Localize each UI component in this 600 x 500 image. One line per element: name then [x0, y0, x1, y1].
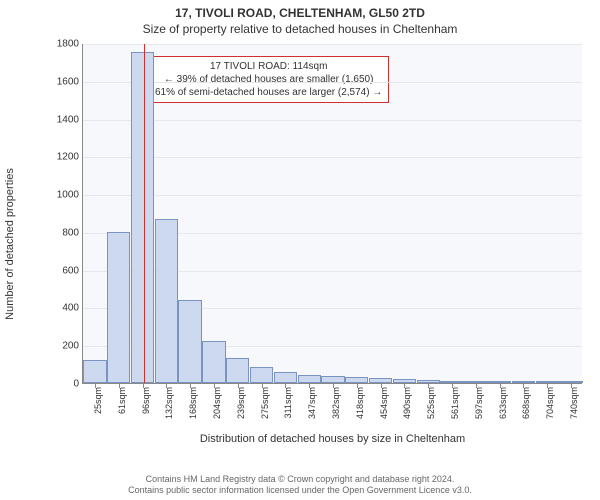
y-tick-label: 600: [62, 265, 79, 276]
x-tick-label: 25sqm: [93, 387, 103, 414]
x-tick-label: 311sqm: [283, 387, 293, 418]
y-tick-label: 1400: [57, 114, 79, 125]
annotation-line1: 17 TIVOLI ROAD: 114sqm: [155, 60, 382, 73]
x-tick-label: 168sqm: [188, 387, 198, 419]
y-tick-label: 1600: [57, 76, 79, 87]
x-tick-label: 597sqm: [474, 387, 484, 419]
x-tick-label: 525sqm: [426, 387, 436, 419]
x-tick-label: 204sqm: [212, 387, 222, 419]
histogram-bar: [107, 232, 130, 383]
histogram-bar: [274, 372, 297, 383]
gridline: [83, 44, 582, 45]
histogram-bar: [250, 367, 273, 383]
gridline: [83, 195, 582, 196]
y-tick-label: 200: [62, 341, 79, 352]
chart-title-subtitle: Size of property relative to detached ho…: [0, 20, 600, 42]
x-tick-label: 96sqm: [141, 387, 151, 414]
x-tick-label: 740sqm: [569, 387, 579, 419]
chart-title-address: 17, TIVOLI ROAD, CHELTENHAM, GL50 2TD: [0, 0, 600, 20]
x-tick-label: 239sqm: [236, 387, 246, 419]
annotation-line2: ← 39% of detached houses are smaller (1,…: [155, 73, 382, 86]
chart-area: Number of detached properties 17 TIVOLI …: [50, 44, 590, 444]
y-tick-label: 1200: [57, 152, 79, 163]
histogram-bar: [202, 341, 225, 383]
histogram-bar: [321, 376, 344, 383]
histogram-bar: [83, 360, 106, 383]
plot-area: 17 TIVOLI ROAD: 114sqm ← 39% of detached…: [82, 44, 582, 384]
x-tick-label: 382sqm: [331, 387, 341, 419]
x-tick-label: 132sqm: [164, 387, 174, 419]
x-tick-label: 633sqm: [498, 387, 508, 419]
x-tick-label: 347sqm: [307, 387, 317, 419]
y-tick-label: 800: [62, 227, 79, 238]
gridline: [83, 82, 582, 83]
copyright-line1: Contains HM Land Registry data © Crown c…: [0, 474, 600, 485]
histogram-bar: [178, 300, 201, 383]
y-tick-label: 1000: [57, 190, 79, 201]
copyright-line2: Contains public sector information licen…: [0, 485, 600, 496]
x-tick-label: 454sqm: [379, 387, 389, 419]
histogram-bar: [131, 52, 154, 383]
x-tick-label: 668sqm: [521, 387, 531, 419]
histogram-bar: [226, 358, 249, 383]
annotation-callout: 17 TIVOLI ROAD: 114sqm ← 39% of detached…: [148, 56, 389, 103]
y-tick-label: 1800: [57, 39, 79, 50]
gridline: [83, 157, 582, 158]
x-tick-label: 490sqm: [402, 387, 412, 419]
y-axis-label: Number of detached properties: [4, 168, 16, 320]
x-tick-label: 61sqm: [117, 387, 127, 414]
x-tick-label: 561sqm: [450, 387, 460, 419]
x-axis-label: Distribution of detached houses by size …: [83, 433, 582, 445]
x-tick-label: 704sqm: [545, 387, 555, 419]
x-tick-label: 418sqm: [355, 387, 365, 419]
copyright-notice: Contains HM Land Registry data © Crown c…: [0, 474, 600, 496]
property-marker-line: [144, 44, 145, 383]
histogram-bar: [155, 219, 178, 383]
gridline: [83, 120, 582, 121]
y-tick-label: 400: [62, 303, 79, 314]
histogram-bar: [298, 375, 321, 384]
annotation-line3: 61% of semi-detached houses are larger (…: [155, 86, 382, 99]
y-tick-label: 0: [73, 379, 79, 390]
x-tick-label: 275sqm: [260, 387, 270, 419]
